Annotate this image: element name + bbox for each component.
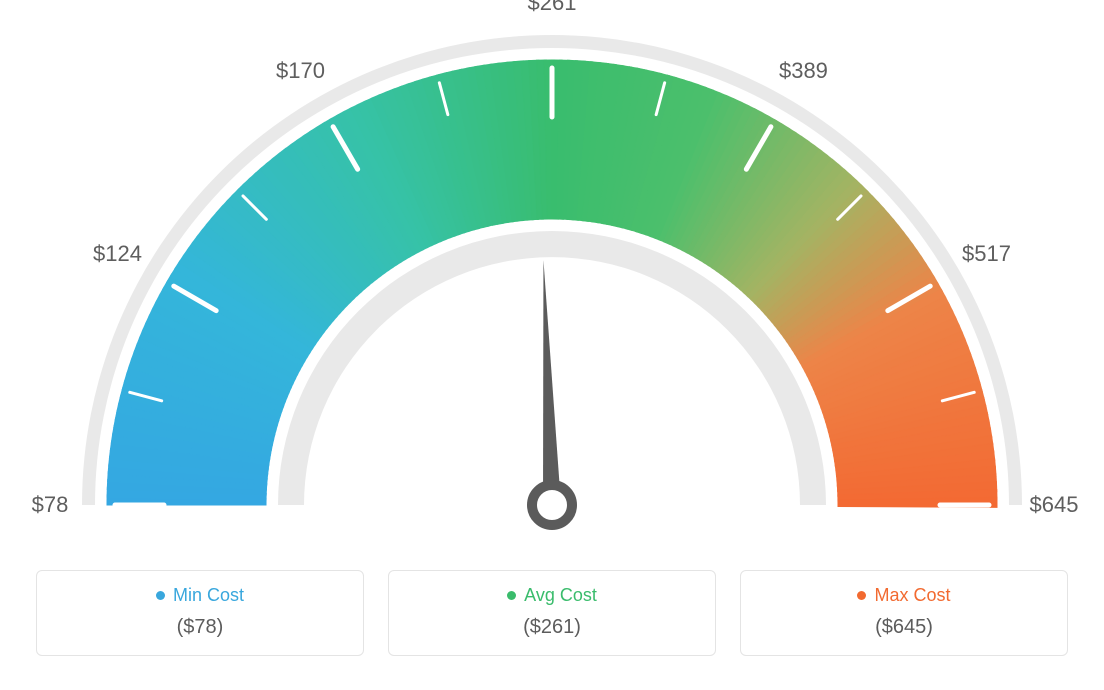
legend-title-max: Max Cost [874, 585, 950, 606]
legend-card-min: Min Cost ($78) [36, 570, 364, 656]
legend-card-avg: Avg Cost ($261) [388, 570, 716, 656]
gauge-tick-label: $78 [32, 492, 69, 518]
legend-value-max: ($645) [751, 616, 1057, 639]
gauge-tick-label: $517 [962, 241, 1011, 267]
legend-dot-avg [507, 591, 516, 600]
gauge-tick-label: $124 [93, 241, 142, 267]
legend-title-min: Min Cost [173, 585, 244, 606]
gauge-tick-label: $170 [276, 58, 325, 84]
legend-value-min: ($78) [47, 616, 353, 639]
legend-title-avg: Avg Cost [524, 585, 597, 606]
gauge-tick-label: $389 [779, 58, 828, 84]
legend-dot-max [857, 591, 866, 600]
legend-dot-min [156, 591, 165, 600]
legend-value-avg: ($261) [399, 616, 705, 639]
gauge-chart: $78 $124 $170 $261 $389 $517 $645 [0, 0, 1104, 570]
gauge-tick-label: $645 [1030, 492, 1079, 518]
legend-card-max: Max Cost ($645) [740, 570, 1068, 656]
gauge-tick-label: $261 [528, 0, 577, 16]
legend-row: Min Cost ($78) Avg Cost ($261) Max Cost … [0, 570, 1104, 674]
